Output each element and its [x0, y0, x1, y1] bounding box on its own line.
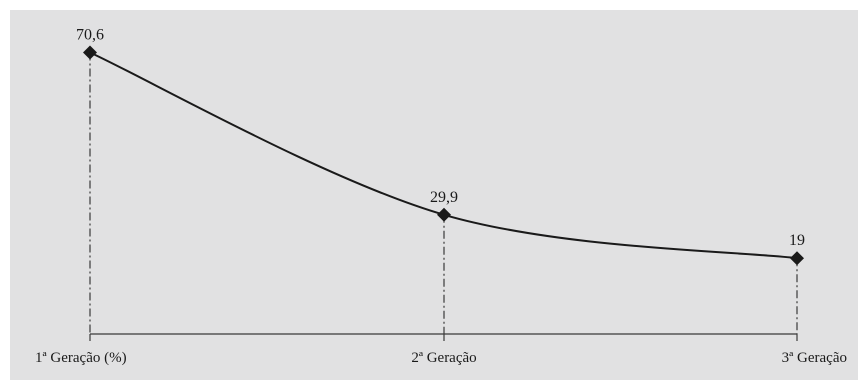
data-point-1 — [83, 45, 97, 60]
x-tick-label-1: 1ª Geração (%) — [35, 350, 127, 366]
chart-background — [10, 10, 858, 380]
x-axis-ticks — [89, 334, 798, 341]
data-label-2: 29,9 — [430, 189, 458, 206]
drop-lines — [89, 52, 798, 334]
x-tick-label-3: 3ª Geração — [782, 350, 847, 366]
data-label-1: 70,6 — [76, 26, 104, 43]
data-markers — [83, 45, 804, 266]
x-tick-label-2: 2ª Geração — [411, 350, 476, 366]
data-labels: 70,6 29,9 19 — [76, 26, 805, 249]
data-point-2 — [437, 207, 451, 222]
data-point-3 — [790, 251, 804, 266]
x-tick-labels: 1ª Geração (%) 2ª Geração 3ª Geração — [35, 350, 847, 366]
data-label-3: 19 — [789, 232, 805, 249]
